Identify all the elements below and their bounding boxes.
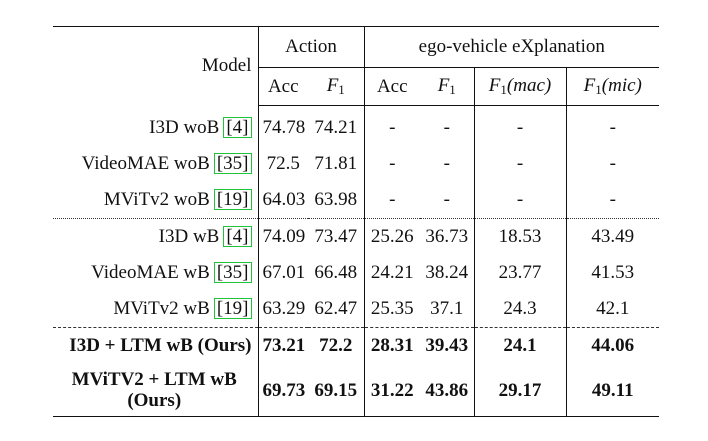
action-acc-cell: 72.5 <box>266 153 300 174</box>
exp-f1-mac-cell: 18.53 <box>474 218 567 255</box>
action-f1-cell: 66.48 <box>308 255 365 291</box>
exp-f1-mac-cell: - <box>474 182 567 219</box>
exp-f1-mic-cell: - <box>609 189 616 210</box>
action-acc-cell: 63.29 <box>262 298 306 319</box>
exp-f1-mic-cell: 49.11 <box>566 364 660 417</box>
exp-f1-cell: 38.24 <box>420 255 475 291</box>
model-name-cell: MViTv2 wB [19] <box>53 291 259 328</box>
exp-f1-mac-cell: - <box>474 146 567 182</box>
exp-f1-cell: - <box>420 182 475 219</box>
action-acc-header: Acc <box>258 67 308 106</box>
exp-acc-cell: 24.21 <box>370 262 414 283</box>
table-row: I3D woB [4] 74.78 74.21 - - - - <box>53 105 659 146</box>
header-row-groups: Model Action ego-vehicle eXplanation <box>53 26 660 106</box>
model-name-cell: VideoMAE wB [35] <box>53 255 259 291</box>
citation-link[interactable]: [4] <box>223 116 252 138</box>
action-f1-cell: 73.47 <box>308 218 365 255</box>
table-row: I3D wB [4] 74.09 73.47 25.26 36.73 18.53 … <box>53 218 660 255</box>
action-f1-cell: 62.47 <box>308 291 365 328</box>
exp-acc-cell: - <box>389 117 396 138</box>
results-table: Model Action ego-vehicle eXplanation Acc… <box>53 26 660 417</box>
table-row: VideoMAE woB [35] 72.5 71.81 - - - - <box>53 146 659 182</box>
model-name-cell: VideoMAE woB [35] <box>53 146 259 182</box>
exp-f1-mac-cell: 23.77 <box>474 255 567 291</box>
citation-link[interactable]: [19] <box>213 298 252 319</box>
action-group-header: Action <box>258 26 365 68</box>
exp-f1-mac-cell: 24.1 <box>474 327 567 364</box>
action-acc-cell: 69.73 <box>258 364 308 417</box>
table-row: I3D + LTM wB (Ours) 73.21 72.2 28.31 39.… <box>53 327 660 364</box>
exp-acc-cell: - <box>389 153 396 174</box>
exp-acc-cell: 25.26 <box>364 218 420 255</box>
model-name-cell: MViTV2 + LTM wB (Ours) <box>53 364 259 417</box>
exp-acc-cell: 31.22 <box>364 364 420 417</box>
action-f1-cell: 72.2 <box>308 327 365 364</box>
action-f1-cell: 74.21 <box>308 105 365 146</box>
model-name-cell: MViTv2 woB [19] <box>53 182 259 219</box>
explanation-group-header: ego-vehicle eXplanation <box>364 26 660 68</box>
exp-f1-mic-cell: 41.53 <box>591 262 635 283</box>
header-row-metrics: Acc F1 Acc F1 F1(mac) F1(mic) <box>53 67 660 106</box>
action-acc-cell: 64.03 <box>262 189 306 210</box>
citation-link[interactable]: [35] <box>213 262 252 283</box>
table-row: MViTv2 wB [19] 63.29 62.47 25.35 37.1 24.… <box>53 291 659 328</box>
exp-acc-cell: 28.31 <box>364 327 420 364</box>
exp-f1-cell: - <box>420 146 475 182</box>
exp-f1-mac-cell: 24.3 <box>474 291 567 328</box>
exp-f1-mic-header: F1(mic) <box>566 67 660 106</box>
model-name-cell: I3D woB [4] <box>53 105 259 146</box>
action-acc-cell: 73.21 <box>258 327 308 364</box>
citation-link[interactable]: [4] <box>223 226 252 247</box>
action-acc-cell: 74.09 <box>258 218 308 255</box>
citation-link[interactable]: [19] <box>213 189 252 210</box>
exp-f1-mic-cell: 43.49 <box>566 218 660 255</box>
exp-f1-mic-cell: 42.1 <box>596 298 630 319</box>
exp-f1-header: F1 <box>420 67 475 106</box>
table-row: MViTv2 woB [19] 64.03 63.98 - - - - <box>53 182 659 219</box>
exp-f1-cell: 37.1 <box>420 291 475 328</box>
model-name-cell: I3D wB [4] <box>53 218 259 255</box>
exp-f1-mic-cell: - <box>609 153 616 174</box>
exp-acc-cell: - <box>389 189 396 210</box>
exp-f1-mac-cell: 29.17 <box>474 364 567 417</box>
exp-acc-header: Acc <box>364 67 420 106</box>
action-f1-header: F1 <box>308 67 365 106</box>
exp-acc-cell: 25.35 <box>370 298 414 319</box>
model-name-cell: I3D + LTM wB (Ours) <box>53 327 259 364</box>
model-header: Model <box>53 26 259 106</box>
table-row: VideoMAE wB [35] 67.01 66.48 24.21 38.24 … <box>53 255 659 291</box>
action-acc-cell: 74.78 <box>262 117 306 138</box>
exp-f1-cell: 43.86 <box>420 364 475 417</box>
action-f1-cell: 71.81 <box>308 146 365 182</box>
results-table-container: Model Action ego-vehicle eXplanation Acc… <box>53 26 660 417</box>
exp-f1-mic-cell: 44.06 <box>566 327 660 364</box>
action-acc-cell: 67.01 <box>262 262 306 283</box>
exp-f1-mac-header: F1(mac) <box>474 67 567 106</box>
exp-f1-mac-cell: - <box>474 105 567 146</box>
exp-f1-cell: 36.73 <box>420 218 475 255</box>
table-row: MViTV2 + LTM wB (Ours) 69.73 69.15 31.22 … <box>53 364 660 417</box>
citation-link[interactable]: [35] <box>213 153 252 174</box>
exp-f1-mic-cell: - <box>609 117 616 138</box>
action-f1-cell: 63.98 <box>308 182 365 219</box>
exp-f1-cell: 39.43 <box>420 327 475 364</box>
action-f1-cell: 69.15 <box>308 364 365 417</box>
exp-f1-cell: - <box>420 105 475 146</box>
